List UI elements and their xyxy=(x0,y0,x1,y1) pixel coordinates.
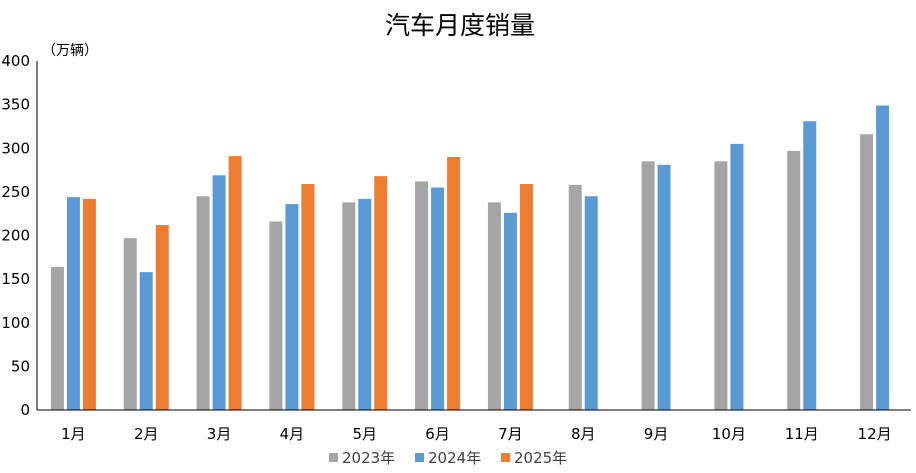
bar-group xyxy=(787,121,817,410)
x-tick-label: 5月 xyxy=(352,425,377,443)
chart-title: 汽车月度销量 xyxy=(385,11,535,40)
x-tick-label: 8月 xyxy=(571,425,596,443)
bar xyxy=(139,272,153,410)
x-axis: 1月 2月 3月 4月 5月 6月 7月 8月 9月 10月 11月 12月 xyxy=(37,409,911,443)
bar xyxy=(876,105,890,410)
legend-item: 2024年 xyxy=(415,449,481,467)
bar xyxy=(212,175,226,410)
bar xyxy=(584,196,598,410)
y-tick-label: 250 xyxy=(1,183,30,201)
x-tick-label: 7月 xyxy=(498,425,523,443)
bar xyxy=(269,221,283,410)
legend-item: 2023年 xyxy=(329,449,395,467)
legend: 2023年 2024年 2025年 xyxy=(329,449,567,467)
legend-label: 2024年 xyxy=(428,449,481,467)
bar xyxy=(123,238,137,410)
bar xyxy=(50,266,64,410)
y-tick-label: 100 xyxy=(1,314,30,332)
y-axis: 0 50 100 150 200 250 300 350 400 xyxy=(1,52,38,419)
bar xyxy=(803,121,817,410)
bar xyxy=(66,197,80,410)
bar xyxy=(431,187,445,410)
x-tick-label: 6月 xyxy=(425,425,450,443)
bar xyxy=(519,184,533,410)
bar-group xyxy=(342,176,388,410)
bar-group xyxy=(714,143,744,410)
bar xyxy=(657,164,671,410)
legend-label: 2023年 xyxy=(342,449,395,467)
x-tick-label: 3月 xyxy=(207,425,232,443)
bar xyxy=(358,198,372,410)
bar xyxy=(342,202,356,410)
bar-group xyxy=(196,156,242,410)
bar-group xyxy=(269,184,315,410)
bar xyxy=(415,181,429,410)
bar-groups xyxy=(50,105,890,411)
bar xyxy=(228,156,242,410)
bar xyxy=(285,204,299,410)
y-tick-label: 300 xyxy=(1,139,30,157)
bar xyxy=(374,176,388,410)
x-tick-label: 2月 xyxy=(134,425,159,443)
bar-group xyxy=(50,197,96,410)
bar xyxy=(196,196,210,410)
y-axis-unit-label: （万辆） xyxy=(42,43,98,59)
bar-group xyxy=(860,105,890,411)
bar-group xyxy=(568,184,598,410)
x-tick-label: 10月 xyxy=(712,425,746,443)
bar xyxy=(155,225,169,410)
legend-item: 2025年 xyxy=(501,449,567,467)
bar xyxy=(82,198,96,410)
x-tick-label: 4月 xyxy=(280,425,305,443)
bar xyxy=(730,143,744,410)
bar-group xyxy=(123,225,169,410)
x-tick-label: 1月 xyxy=(61,425,86,443)
x-tick-label: 11月 xyxy=(785,425,819,443)
bar xyxy=(487,202,501,410)
y-tick-label: 150 xyxy=(1,270,30,288)
bar xyxy=(860,134,874,411)
bar xyxy=(787,150,801,410)
legend-swatch xyxy=(501,453,510,462)
y-tick-label: 0 xyxy=(20,401,30,419)
legend-swatch xyxy=(329,453,338,462)
y-tick-label: 400 xyxy=(1,52,30,70)
bar xyxy=(503,212,517,410)
bar xyxy=(568,184,582,410)
y-tick-label: 50 xyxy=(11,357,30,375)
x-tick-label: 9月 xyxy=(644,425,669,443)
bar xyxy=(447,156,461,410)
y-tick-label: 200 xyxy=(1,227,30,245)
bar-group xyxy=(487,184,533,410)
y-tick-label: 350 xyxy=(1,96,30,114)
bar-group xyxy=(415,156,461,410)
bar xyxy=(641,161,655,410)
legend-swatch xyxy=(415,453,424,462)
legend-label: 2025年 xyxy=(514,449,567,467)
bar xyxy=(301,184,315,410)
x-tick-label: 12月 xyxy=(858,425,892,443)
bar-group xyxy=(641,161,671,410)
bar xyxy=(714,161,728,410)
